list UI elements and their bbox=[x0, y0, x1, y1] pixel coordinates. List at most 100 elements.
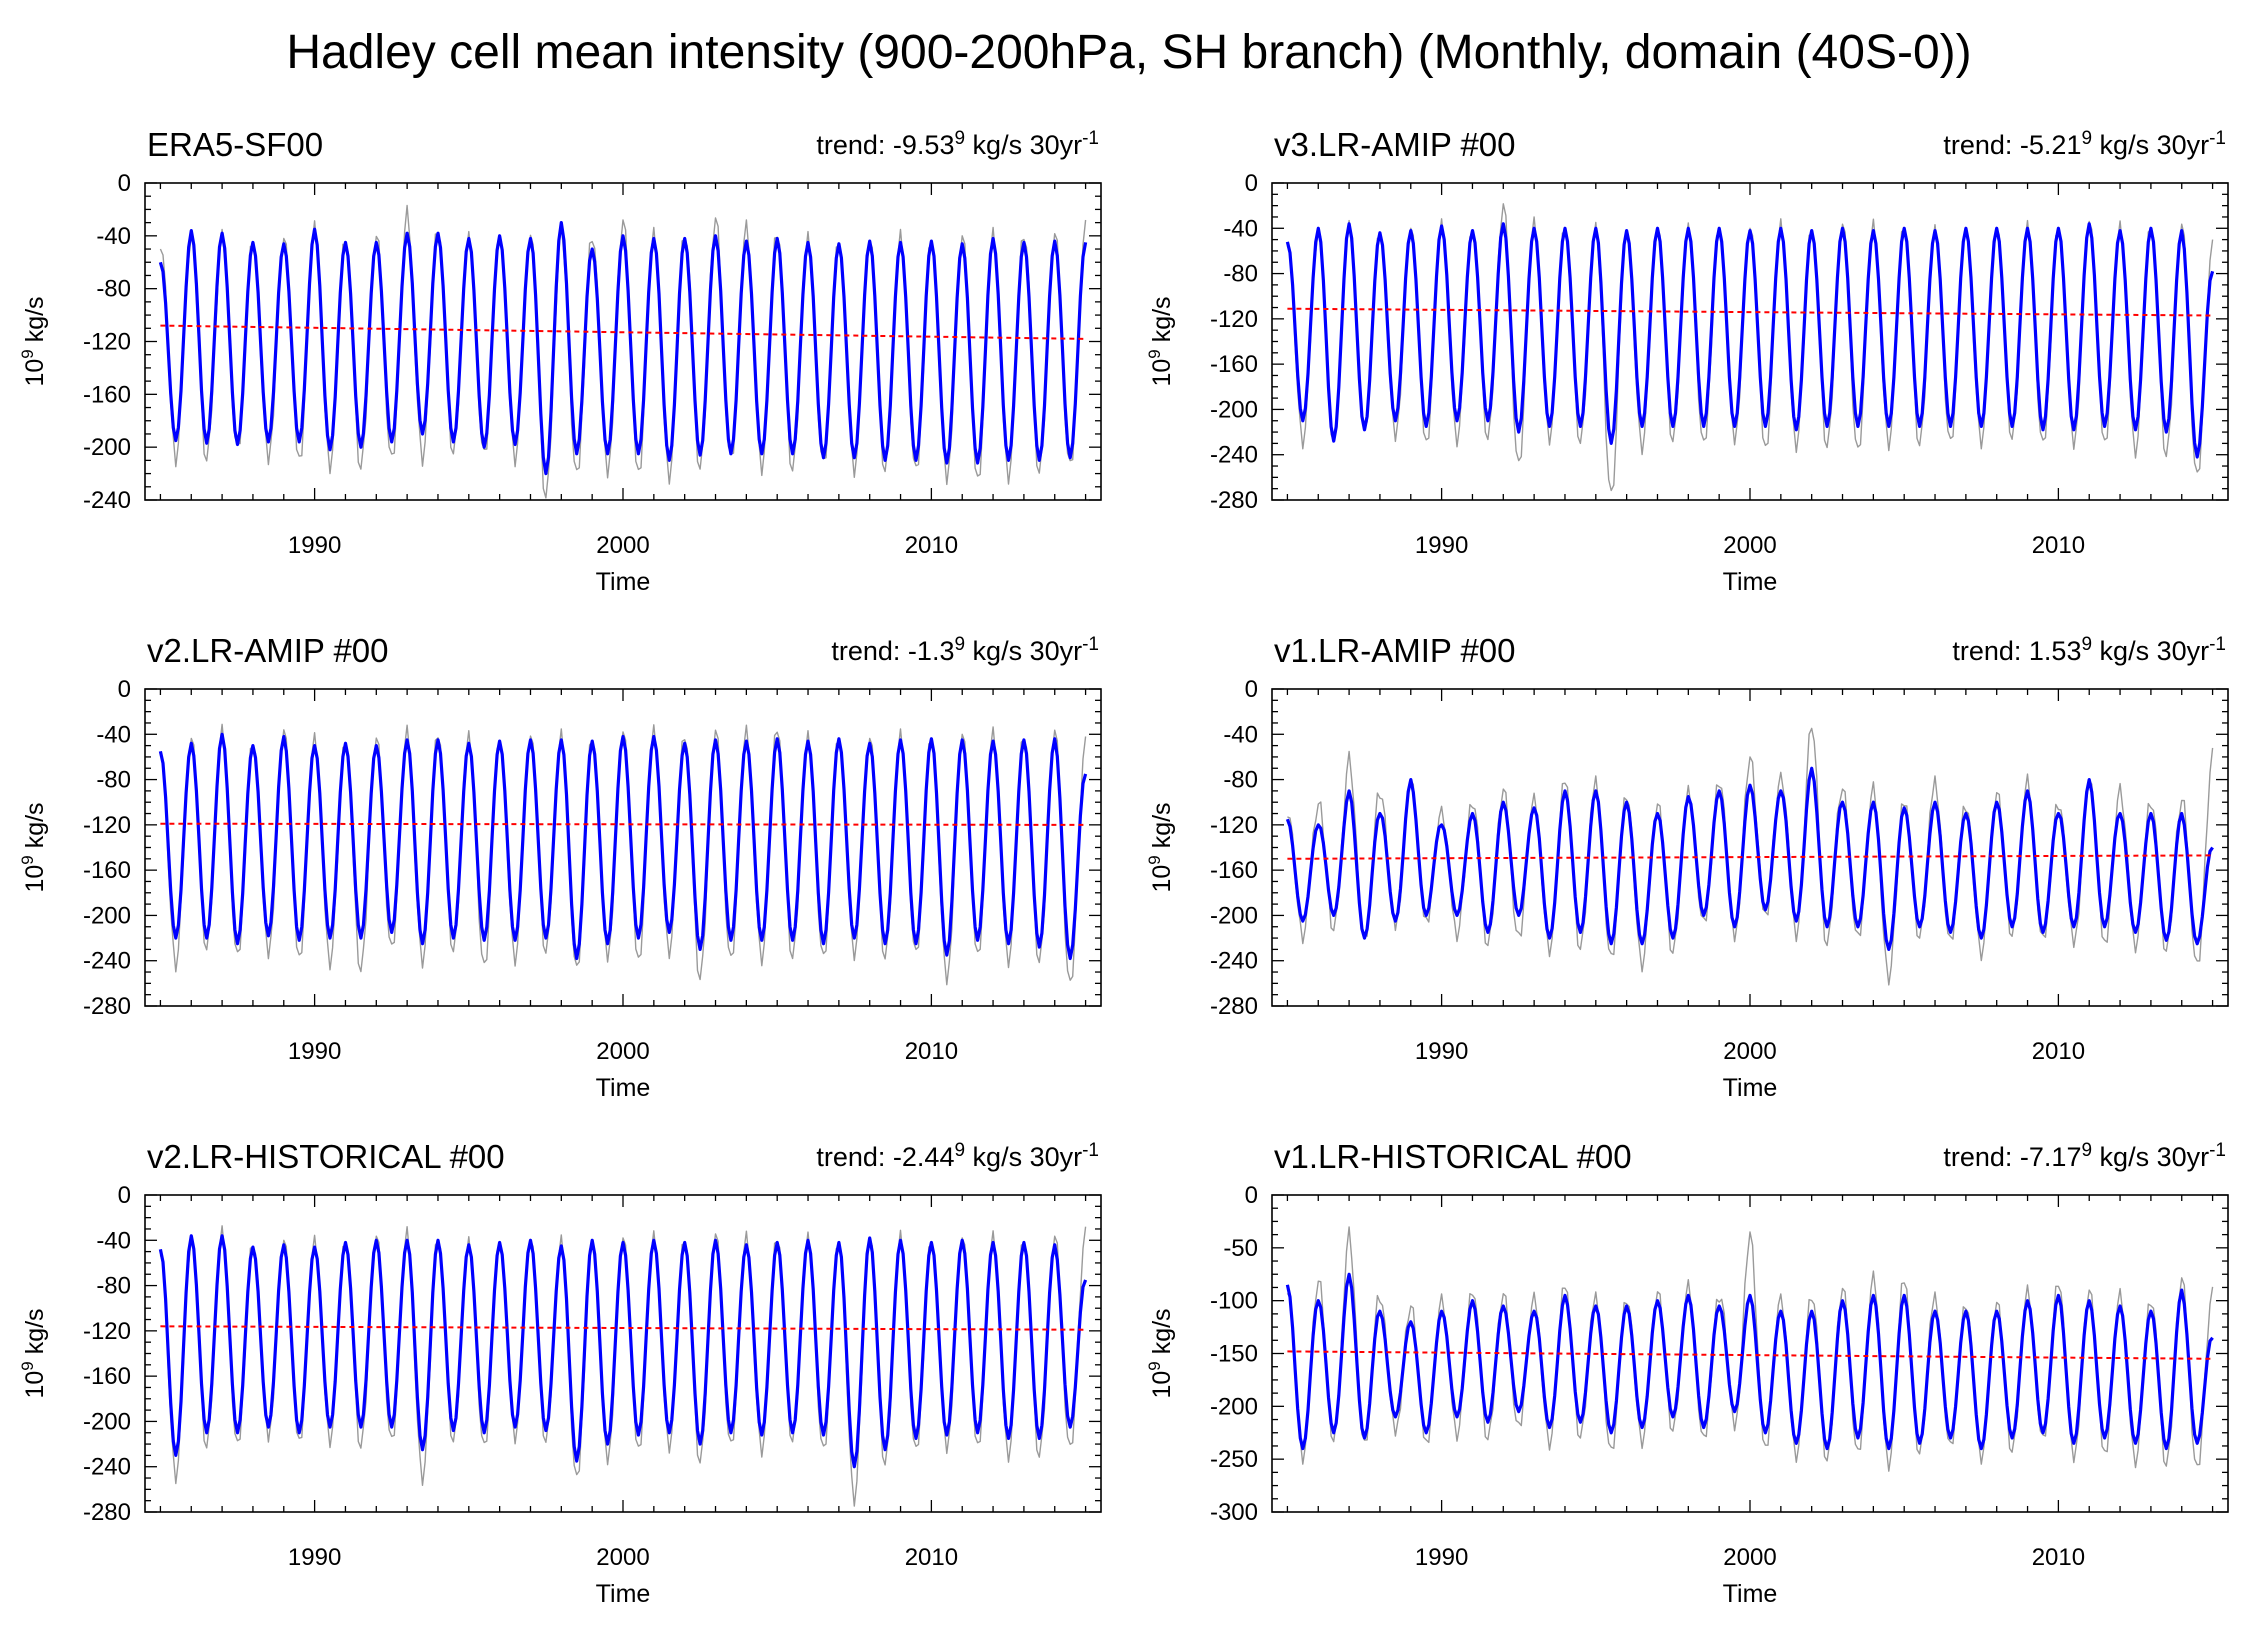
trend-exponent: 9 bbox=[2081, 128, 2092, 149]
trend-text: trend: -9.539 kg/s 30yr-1 bbox=[816, 128, 1099, 160]
panels: ERA5-SF00 trend: -9.539 kg/s 30yr-1 1990 20… bbox=[18, 126, 2229, 1608]
chart-panel-4: v1.LR-AMIP #00 trend: 1.539 kg/s 30yr-1 19… bbox=[1145, 632, 2229, 1102]
series-smoothed bbox=[1285, 1272, 2214, 1451]
x-tick-label: 2000 bbox=[1723, 1544, 1776, 1571]
series-trend-line bbox=[1287, 854, 2213, 860]
y-axis-label: 109 kg/s bbox=[1145, 802, 1176, 892]
plot-area bbox=[1285, 203, 2215, 492]
y-tick-label: -40 bbox=[96, 1227, 131, 1254]
y-axis-label: 109 kg/s bbox=[18, 1308, 49, 1398]
trend-value: trend: 1.53 bbox=[1952, 636, 2081, 666]
y-tick-label: -240 bbox=[1210, 948, 1258, 975]
trend-value: trend: -5.21 bbox=[1943, 130, 2081, 160]
y-tick-label: -120 bbox=[1210, 306, 1258, 333]
panel-title: ERA5-SF00 bbox=[147, 126, 323, 163]
trend-value: trend: -2.44 bbox=[816, 1142, 954, 1172]
y-tick-label: 0 bbox=[118, 1182, 131, 1209]
y-tick-label: 0 bbox=[118, 170, 131, 197]
trend-exponent: 9 bbox=[2081, 1140, 2092, 1161]
trend-unit: kg/s 30yr bbox=[965, 130, 1082, 160]
y-tick-label: -120 bbox=[83, 329, 131, 356]
chart-panel-2: v3.LR-AMIP #00 trend: -5.219 kg/s 30yr-1 1… bbox=[1145, 126, 2229, 596]
y-tick-label: -80 bbox=[1223, 261, 1258, 288]
y-tick-label: -300 bbox=[1210, 1499, 1258, 1526]
y-tick-label: -40 bbox=[1223, 721, 1258, 748]
trend-unit: kg/s 30yr bbox=[965, 636, 1082, 666]
y-tick-label: -240 bbox=[83, 487, 131, 514]
trend-exponent: 9 bbox=[954, 634, 965, 655]
y-tick-label: 0 bbox=[1245, 1182, 1258, 1209]
y-tick-label: -280 bbox=[1210, 487, 1258, 514]
plot-area bbox=[1285, 727, 2214, 986]
series-monthly bbox=[1286, 1226, 2214, 1472]
y-tick-label: -120 bbox=[83, 1318, 131, 1345]
trend-text: trend: -7.179 kg/s 30yr-1 bbox=[1943, 1140, 2226, 1172]
trend-exponent: 9 bbox=[954, 1140, 965, 1161]
y-tick-label: -80 bbox=[96, 276, 131, 303]
y-tick-label: -100 bbox=[1210, 1288, 1258, 1315]
trend-unit-exponent: -1 bbox=[1082, 634, 1099, 655]
trend-value: trend: -7.17 bbox=[1943, 1142, 2081, 1172]
y-tick-label: -40 bbox=[96, 721, 131, 748]
x-axis-label: Time bbox=[596, 1580, 651, 1608]
y-tick-label: -240 bbox=[83, 1454, 131, 1481]
x-axis-label: Time bbox=[596, 568, 651, 596]
x-tick-label: 1990 bbox=[288, 1038, 341, 1065]
x-tick-label: 2000 bbox=[596, 1038, 649, 1065]
y-tick-label: -160 bbox=[1210, 857, 1258, 884]
trend-unit: kg/s 30yr bbox=[965, 1142, 1082, 1172]
x-tick-label: 1990 bbox=[288, 532, 341, 559]
plot-area bbox=[158, 1225, 1088, 1507]
trend-unit-exponent: -1 bbox=[2209, 1140, 2226, 1161]
x-tick-label: 2010 bbox=[2032, 1544, 2085, 1571]
trend-exponent: 9 bbox=[2081, 634, 2092, 655]
series-trend-line bbox=[1287, 1350, 2213, 1360]
series-smoothed bbox=[1285, 766, 2214, 951]
y-tick-label: -200 bbox=[1210, 902, 1258, 929]
x-tick-label: 2000 bbox=[596, 1544, 649, 1571]
y-tick-label: -240 bbox=[83, 948, 131, 975]
y-tick-label: -280 bbox=[83, 1499, 131, 1526]
plot-area bbox=[158, 723, 1088, 986]
trend-text: trend: -2.449 kg/s 30yr-1 bbox=[816, 1140, 1099, 1172]
panel-title: v3.LR-AMIP #00 bbox=[1274, 126, 1516, 163]
x-axis-label: Time bbox=[1723, 1580, 1778, 1608]
y-tick-label: -200 bbox=[1210, 1393, 1258, 1420]
series-trend-line bbox=[160, 324, 1086, 340]
trend-unit: kg/s 30yr bbox=[2092, 636, 2209, 666]
x-axis-label: Time bbox=[596, 1074, 651, 1102]
series-smoothed bbox=[158, 1234, 1088, 1469]
y-tick-label: -160 bbox=[1210, 351, 1258, 378]
y-tick-label: -160 bbox=[83, 857, 131, 884]
chart-panel-5: v2.LR-HISTORICAL #00 trend: -2.449 kg/s 3… bbox=[18, 1138, 1102, 1608]
y-axis-label: 109 kg/s bbox=[18, 802, 49, 892]
chart-panel-6: v1.LR-HISTORICAL #00 trend: -7.179 kg/s 3… bbox=[1145, 1138, 2229, 1608]
y-tick-label: -160 bbox=[83, 1363, 131, 1390]
x-tick-label: 1990 bbox=[1415, 1038, 1468, 1065]
plot-area bbox=[158, 204, 1088, 499]
x-axis-label: Time bbox=[1723, 1074, 1778, 1102]
chart-panel-1: ERA5-SF00 trend: -9.539 kg/s 30yr-1 1990 20… bbox=[18, 126, 1102, 596]
y-axis-label: 109 kg/s bbox=[1145, 1308, 1176, 1398]
y-tick-label: 0 bbox=[1245, 676, 1258, 703]
main-title: Hadley cell mean intensity (900-200hPa, … bbox=[286, 26, 1971, 79]
panel-title: v2.LR-HISTORICAL #00 bbox=[147, 1138, 505, 1175]
x-tick-label: 2000 bbox=[1723, 532, 1776, 559]
trend-unit: kg/s 30yr bbox=[2092, 1142, 2209, 1172]
series-smoothed bbox=[158, 221, 1088, 476]
x-tick-label: 2000 bbox=[596, 532, 649, 559]
series-smoothed bbox=[158, 732, 1088, 961]
x-tick-label: 2010 bbox=[905, 1544, 958, 1571]
y-tick-label: 0 bbox=[118, 676, 131, 703]
trend-unit-exponent: -1 bbox=[2209, 128, 2226, 149]
trend-unit-exponent: -1 bbox=[2209, 634, 2226, 655]
series-trend-line bbox=[160, 1325, 1086, 1331]
x-tick-label: 1990 bbox=[1415, 1544, 1468, 1571]
y-tick-label: -200 bbox=[83, 1408, 131, 1435]
y-tick-label: -120 bbox=[1210, 812, 1258, 839]
panel-title: v2.LR-AMIP #00 bbox=[147, 632, 389, 669]
y-tick-label: -200 bbox=[83, 902, 131, 929]
chart-panel-3: v2.LR-AMIP #00 trend: -1.39 kg/s 30yr-1 19… bbox=[18, 632, 1102, 1102]
y-axis-label: 109 kg/s bbox=[1145, 296, 1176, 386]
